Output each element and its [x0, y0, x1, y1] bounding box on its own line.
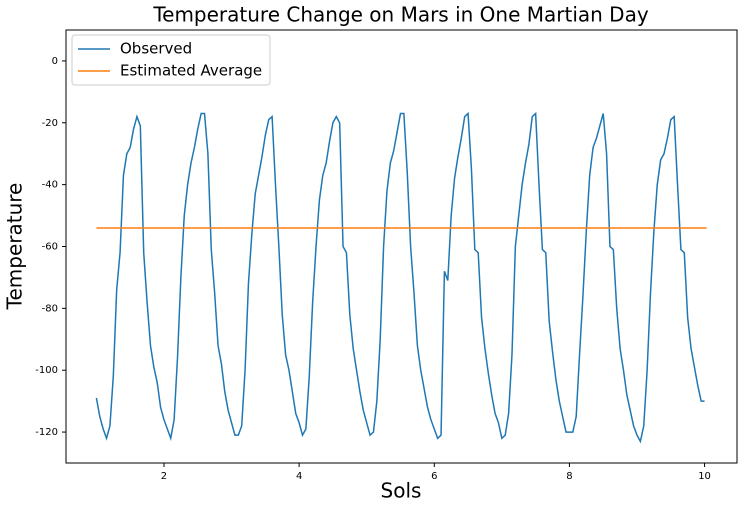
y-tick-label: -120	[35, 427, 58, 438]
y-tick-label: -20	[42, 118, 58, 129]
x-tick-label: 4	[296, 471, 302, 482]
y-tick-label: -60	[42, 242, 58, 253]
y-tick-label: -80	[42, 303, 58, 314]
y-tick-label: 0	[52, 56, 58, 67]
data-line	[95, 111, 705, 444]
x-tick-label: 2	[161, 471, 167, 482]
x-tick-label: 6	[431, 471, 437, 482]
x-axis-label: Sols	[381, 479, 422, 503]
x-tick-label: 10	[698, 471, 711, 482]
chart-title: Temperature Change on Mars in One Martia…	[152, 3, 649, 27]
y-tick-label: -40	[42, 180, 58, 191]
y-axis-label: Temperature	[3, 183, 27, 311]
plot-frame	[65, 29, 738, 464]
legend-label: Estimated Average	[120, 62, 262, 80]
y-tick-label: -100	[35, 365, 58, 376]
legend-label: Observed	[120, 40, 192, 58]
legend-box	[71, 34, 271, 86]
x-tick-label: 8	[566, 471, 572, 482]
